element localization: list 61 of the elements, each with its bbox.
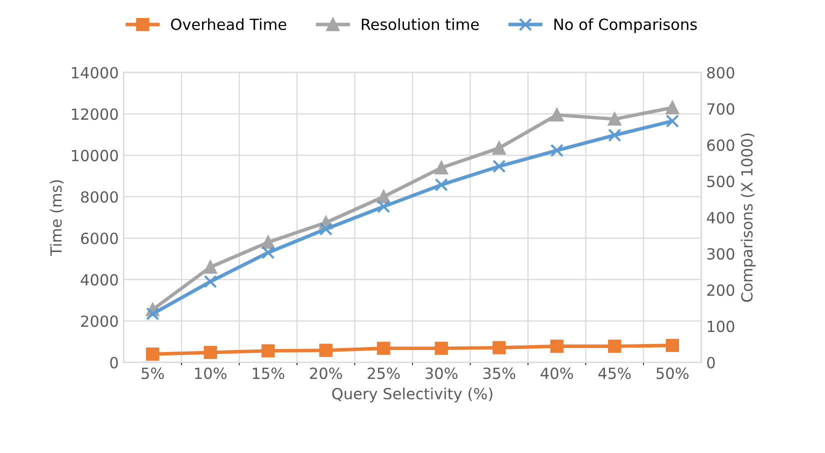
point — [492, 160, 506, 173]
point — [146, 348, 160, 361]
x-tick-label: 30% — [426, 368, 458, 380]
y2-tick-label: 600 — [707, 139, 734, 151]
point — [204, 346, 217, 360]
y2-tick-label: 400 — [706, 212, 734, 224]
x-tick-label: 40% — [540, 368, 574, 380]
legend-label: Resolution time — [362, 18, 479, 30]
point — [492, 341, 506, 354]
y-axis-title: Time (ms) — [50, 180, 64, 256]
x-tick-label: 20% — [310, 368, 342, 380]
x-axis-title: Query Selectivity (%) — [332, 388, 492, 402]
x-tick-label: 25% — [368, 368, 400, 380]
y-tick-label: 4000 — [80, 274, 118, 286]
point — [204, 274, 217, 288]
y-tick-label: 2000 — [81, 315, 118, 328]
y-tick-label: 6000 — [81, 232, 118, 244]
y2-axis-title: Comparisons (X 1000) — [740, 134, 756, 302]
y-tick-label: 8000 — [81, 191, 118, 203]
x-tick-label: 45% — [598, 368, 631, 380]
point — [377, 200, 390, 214]
y2-tick-label: 100 — [708, 320, 734, 332]
y2-tick-label: 700 — [707, 103, 734, 115]
point — [146, 307, 160, 320]
point — [377, 342, 390, 355]
x-tick-label: 15% — [252, 368, 284, 380]
x-tick-label: 50% — [656, 368, 689, 380]
x-tick-label: 35% — [483, 368, 516, 380]
point — [666, 338, 679, 352]
point — [204, 260, 217, 274]
point — [262, 344, 275, 358]
y2-tick-label: 500 — [707, 176, 734, 188]
point — [262, 246, 275, 260]
point — [550, 340, 564, 353]
point — [434, 161, 448, 174]
point — [550, 108, 564, 122]
point — [666, 101, 679, 114]
point — [550, 144, 564, 157]
legend-label: No of Comparisons — [554, 18, 697, 34]
point — [262, 236, 275, 249]
legend-label: Overhead Time — [171, 18, 286, 30]
x-tick-label: 10% — [195, 368, 227, 380]
point — [434, 178, 448, 192]
y2-tick-label: 0 — [707, 356, 715, 368]
y2-tick-label: 200 — [707, 284, 734, 296]
y-tick-label: 14000 — [72, 66, 118, 78]
y2-tick-label: 800 — [707, 66, 734, 78]
y-tick-label: 10000 — [72, 150, 118, 162]
point — [608, 340, 622, 353]
point — [434, 342, 448, 355]
point — [608, 112, 622, 126]
point — [666, 114, 679, 128]
point — [319, 344, 332, 357]
point — [608, 128, 622, 142]
point — [319, 222, 332, 236]
point — [377, 190, 390, 204]
y-tick-label: 12000 — [72, 108, 118, 120]
x-tick-label: 5% — [142, 368, 164, 380]
y-tick-label: 0 — [110, 356, 118, 368]
point — [492, 141, 506, 155]
y2-tick-label: 300 — [707, 248, 734, 260]
